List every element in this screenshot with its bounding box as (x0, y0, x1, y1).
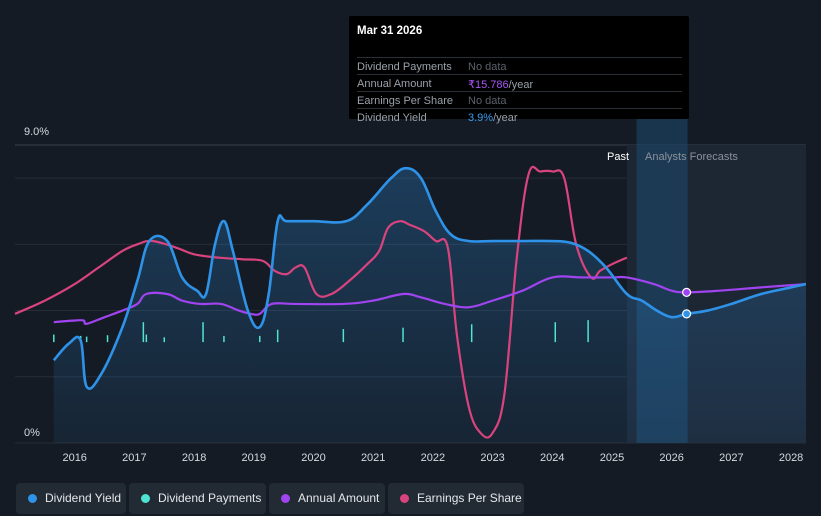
dividend-yield-marker (682, 309, 692, 319)
analysts-forecasts-label: Analysts Forecasts (645, 151, 738, 163)
x-tick-label: 2019 (242, 452, 266, 464)
x-tick-label: 2021 (361, 452, 385, 464)
legend-item-annual-amount[interactable]: Annual Amount (269, 483, 385, 514)
annual-amount-line (53, 275, 806, 325)
past-label: Past (607, 151, 629, 163)
tooltip-row-earnings-per-share: Earnings Per Share No data (357, 91, 682, 109)
tooltip-row-dividend-yield: Dividend Yield 3.9%/year (357, 108, 682, 124)
tooltip-value: No data (468, 61, 507, 73)
legend-label: Dividend Yield (45, 491, 122, 505)
earnings-per-share-line (14, 165, 628, 439)
tooltip-value: ₹15.786 (468, 79, 509, 91)
tooltip-label: Earnings Per Share (357, 95, 453, 107)
dividend-chart: 9.0% 0% 2016 2017 2018 2019 2020 2021 2022 2023 20… (14, 118, 806, 464)
tooltip-row-annual-amount: Annual Amount ₹15.786/year (357, 74, 682, 92)
x-tick-label: 2026 (659, 452, 683, 464)
tooltip-label: Annual Amount (357, 78, 432, 90)
y-tick-label: 9.0% (24, 126, 49, 138)
legend-item-dividend-yield[interactable]: Dividend Yield (16, 483, 126, 514)
x-tick-label: 2025 (600, 452, 624, 464)
legend-label: Annual Amount (298, 491, 380, 505)
tooltip-value: No data (468, 95, 507, 107)
legend-label: Earnings Per Share (417, 491, 522, 505)
x-tick-label: 2028 (779, 452, 803, 464)
tooltip-label: Dividend Payments (357, 61, 452, 73)
dividend-yield-line (52, 166, 806, 390)
tooltip-row-dividend-payments: Dividend Payments No data (357, 57, 682, 75)
tooltip-unit: /year (493, 112, 518, 124)
legend-item-earnings-per-share[interactable]: Earnings Per Share (388, 483, 524, 514)
tooltip-value: 3.9% (468, 112, 494, 124)
x-tick-label: 2018 (182, 452, 206, 464)
chart-tooltip: Mar 31 2026 Dividend Payments No data An… (349, 16, 689, 124)
tooltip-unit: /year (508, 79, 534, 91)
y-tick-label: 0% (24, 427, 40, 439)
legend-dot-icon (281, 494, 290, 503)
x-tick-label: 2024 (540, 452, 564, 464)
x-tick-label: 2016 (62, 452, 86, 464)
x-tick-label: 2017 (122, 452, 146, 464)
legend-dot-icon (400, 494, 409, 503)
legend-dot-icon (28, 494, 37, 503)
tooltip-label: Dividend Yield (357, 112, 427, 124)
legend-label: Dividend Payments (158, 491, 262, 505)
legend-item-dividend-payments[interactable]: Dividend Payments (129, 483, 266, 514)
annual-amount-marker (682, 287, 692, 297)
tooltip-date: Mar 31 2026 (357, 25, 423, 37)
dividend-yield-area (53, 168, 806, 443)
x-tick-label: 2022 (421, 452, 445, 464)
legend-dot-icon (141, 494, 150, 503)
x-tick-label: 2020 (301, 452, 325, 464)
x-tick-label: 2023 (480, 452, 504, 464)
x-tick-label: 2027 (719, 452, 743, 464)
